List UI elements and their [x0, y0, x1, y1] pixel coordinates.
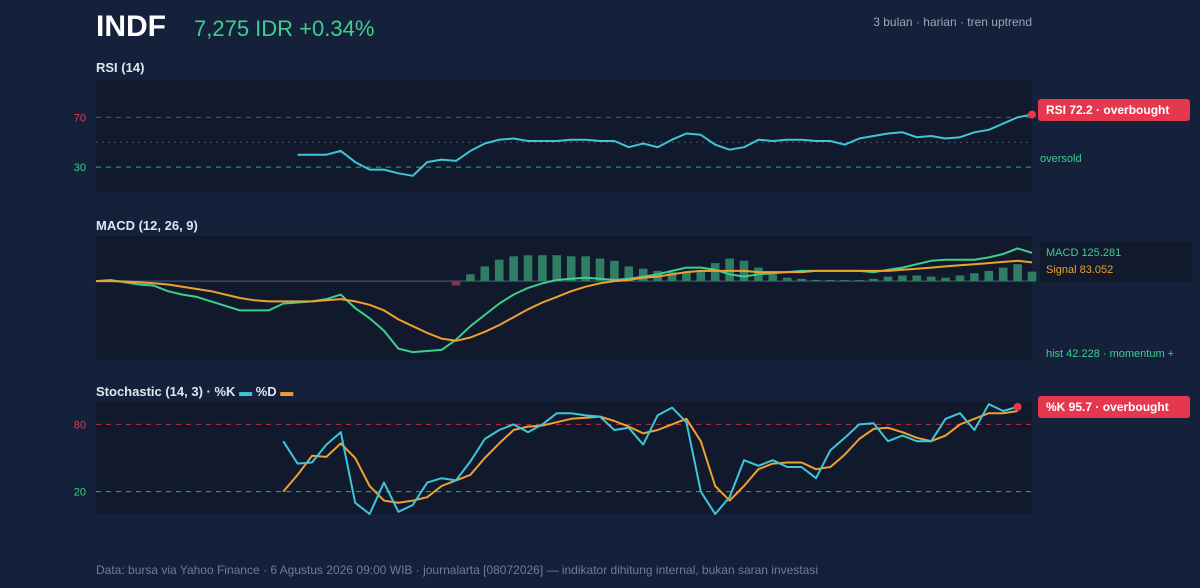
macd-hist-bar — [826, 280, 835, 282]
stoch-k-legend: %K — [214, 384, 236, 399]
macd-hist-bar — [883, 276, 893, 282]
stoch-chart: 80 20 — [74, 402, 1032, 515]
stoch-last-point — [1013, 402, 1022, 411]
macd-hist-bar — [782, 277, 792, 282]
macd-legend-box — [1040, 242, 1192, 282]
macd-hist-bar — [768, 274, 778, 282]
macd-hist-bar — [1027, 271, 1037, 282]
macd-hist-bar — [869, 278, 878, 282]
signal-line — [96, 259, 1033, 342]
stoch-d-legend: %D — [255, 384, 277, 399]
macd-plot-bg — [96, 236, 1032, 360]
stoch-tick-20: 20 — [74, 487, 86, 499]
stoch-k-line — [282, 403, 1018, 515]
rsi-tick-70: 70 — [74, 112, 86, 124]
macd-hist-bar — [898, 275, 907, 282]
ticker-symbol: INDF — [96, 10, 166, 43]
macd-hist-bar — [638, 268, 648, 282]
macd-hist-bar — [1013, 264, 1022, 282]
stoch-tick-80: 80 — [74, 419, 86, 431]
macd-hist-bar — [912, 275, 922, 282]
macd-hist-bar — [538, 255, 547, 282]
macd-value-label: MACD 125.281 — [1046, 247, 1122, 259]
macd-hist-bar — [480, 266, 490, 282]
macd-hist-bar — [494, 259, 504, 282]
stoch-d-swatch: ▬ — [280, 384, 294, 399]
rsi-badge: RSI 72.2 · overbought — [1038, 99, 1190, 121]
macd-hist-bar — [466, 274, 475, 282]
macd-hist-bar — [667, 272, 677, 282]
hist-value-label: hist 42.228 · momentum + — [1046, 348, 1175, 360]
macd-hist-bar — [509, 256, 518, 282]
macd-hist-bar — [854, 280, 864, 282]
stoch-title-text: Stochastic (14, 3) · — [96, 384, 215, 399]
rsi-panel-title: RSI (14) — [96, 60, 145, 75]
macd-hist-bar — [725, 258, 734, 281]
macd-hist-bar — [811, 280, 821, 282]
chart-meta: 3 bulan · harian · tren uptrend — [873, 15, 1032, 29]
macd-hist-bar — [610, 260, 619, 282]
rsi-tick-30: 30 — [74, 162, 86, 174]
macd-hist-bar — [682, 272, 691, 282]
stoch-k-swatch: ▬ — [239, 384, 253, 399]
price-change: 7,275 IDR +0.34% — [194, 16, 375, 41]
macd-hist-bar — [984, 270, 994, 281]
stoch-badge: %K 95.7 · overbought — [1038, 396, 1190, 418]
macd-panel-title: MACD (12, 26, 9) — [96, 218, 198, 233]
macd-hist-bar — [581, 256, 590, 282]
rsi-plot-bg — [96, 80, 1032, 192]
macd-hist-bar — [552, 255, 562, 282]
macd-hist-bar — [955, 275, 965, 282]
macd-hist-bar — [523, 255, 533, 282]
rsi-last-point — [1028, 110, 1036, 119]
macd-hist-bar — [941, 277, 950, 282]
macd-hist-bar — [970, 273, 979, 282]
macd-hist-bar — [840, 280, 850, 282]
macd-hist-bar — [926, 276, 936, 282]
macd-hist-bar — [998, 267, 1008, 282]
footer-note: Data: bursa via Yahoo Finance · 6 Agustu… — [96, 563, 818, 577]
macd-hist-bar — [566, 256, 576, 282]
macd-hist-bar — [696, 270, 706, 281]
macd-hist-bar — [797, 278, 806, 282]
macd-hist-bar — [595, 258, 605, 281]
macd-hist-bar — [624, 266, 634, 282]
macd-hist-bar — [451, 281, 461, 286]
rsi-line — [297, 113, 1033, 177]
signal-value-label: Signal 83.052 — [1046, 264, 1114, 276]
macd-hist-bar — [710, 263, 720, 282]
stoch-plot-bg — [96, 402, 1032, 514]
stoch-panel-title: Stochastic (14, 3) · %K ▬ %D ▬ — [96, 384, 293, 399]
macd-chart — [95, 236, 1037, 360]
rsi-chart: 70 30 — [74, 80, 1036, 192]
rsi-oversold-label: oversold — [1040, 153, 1082, 165]
